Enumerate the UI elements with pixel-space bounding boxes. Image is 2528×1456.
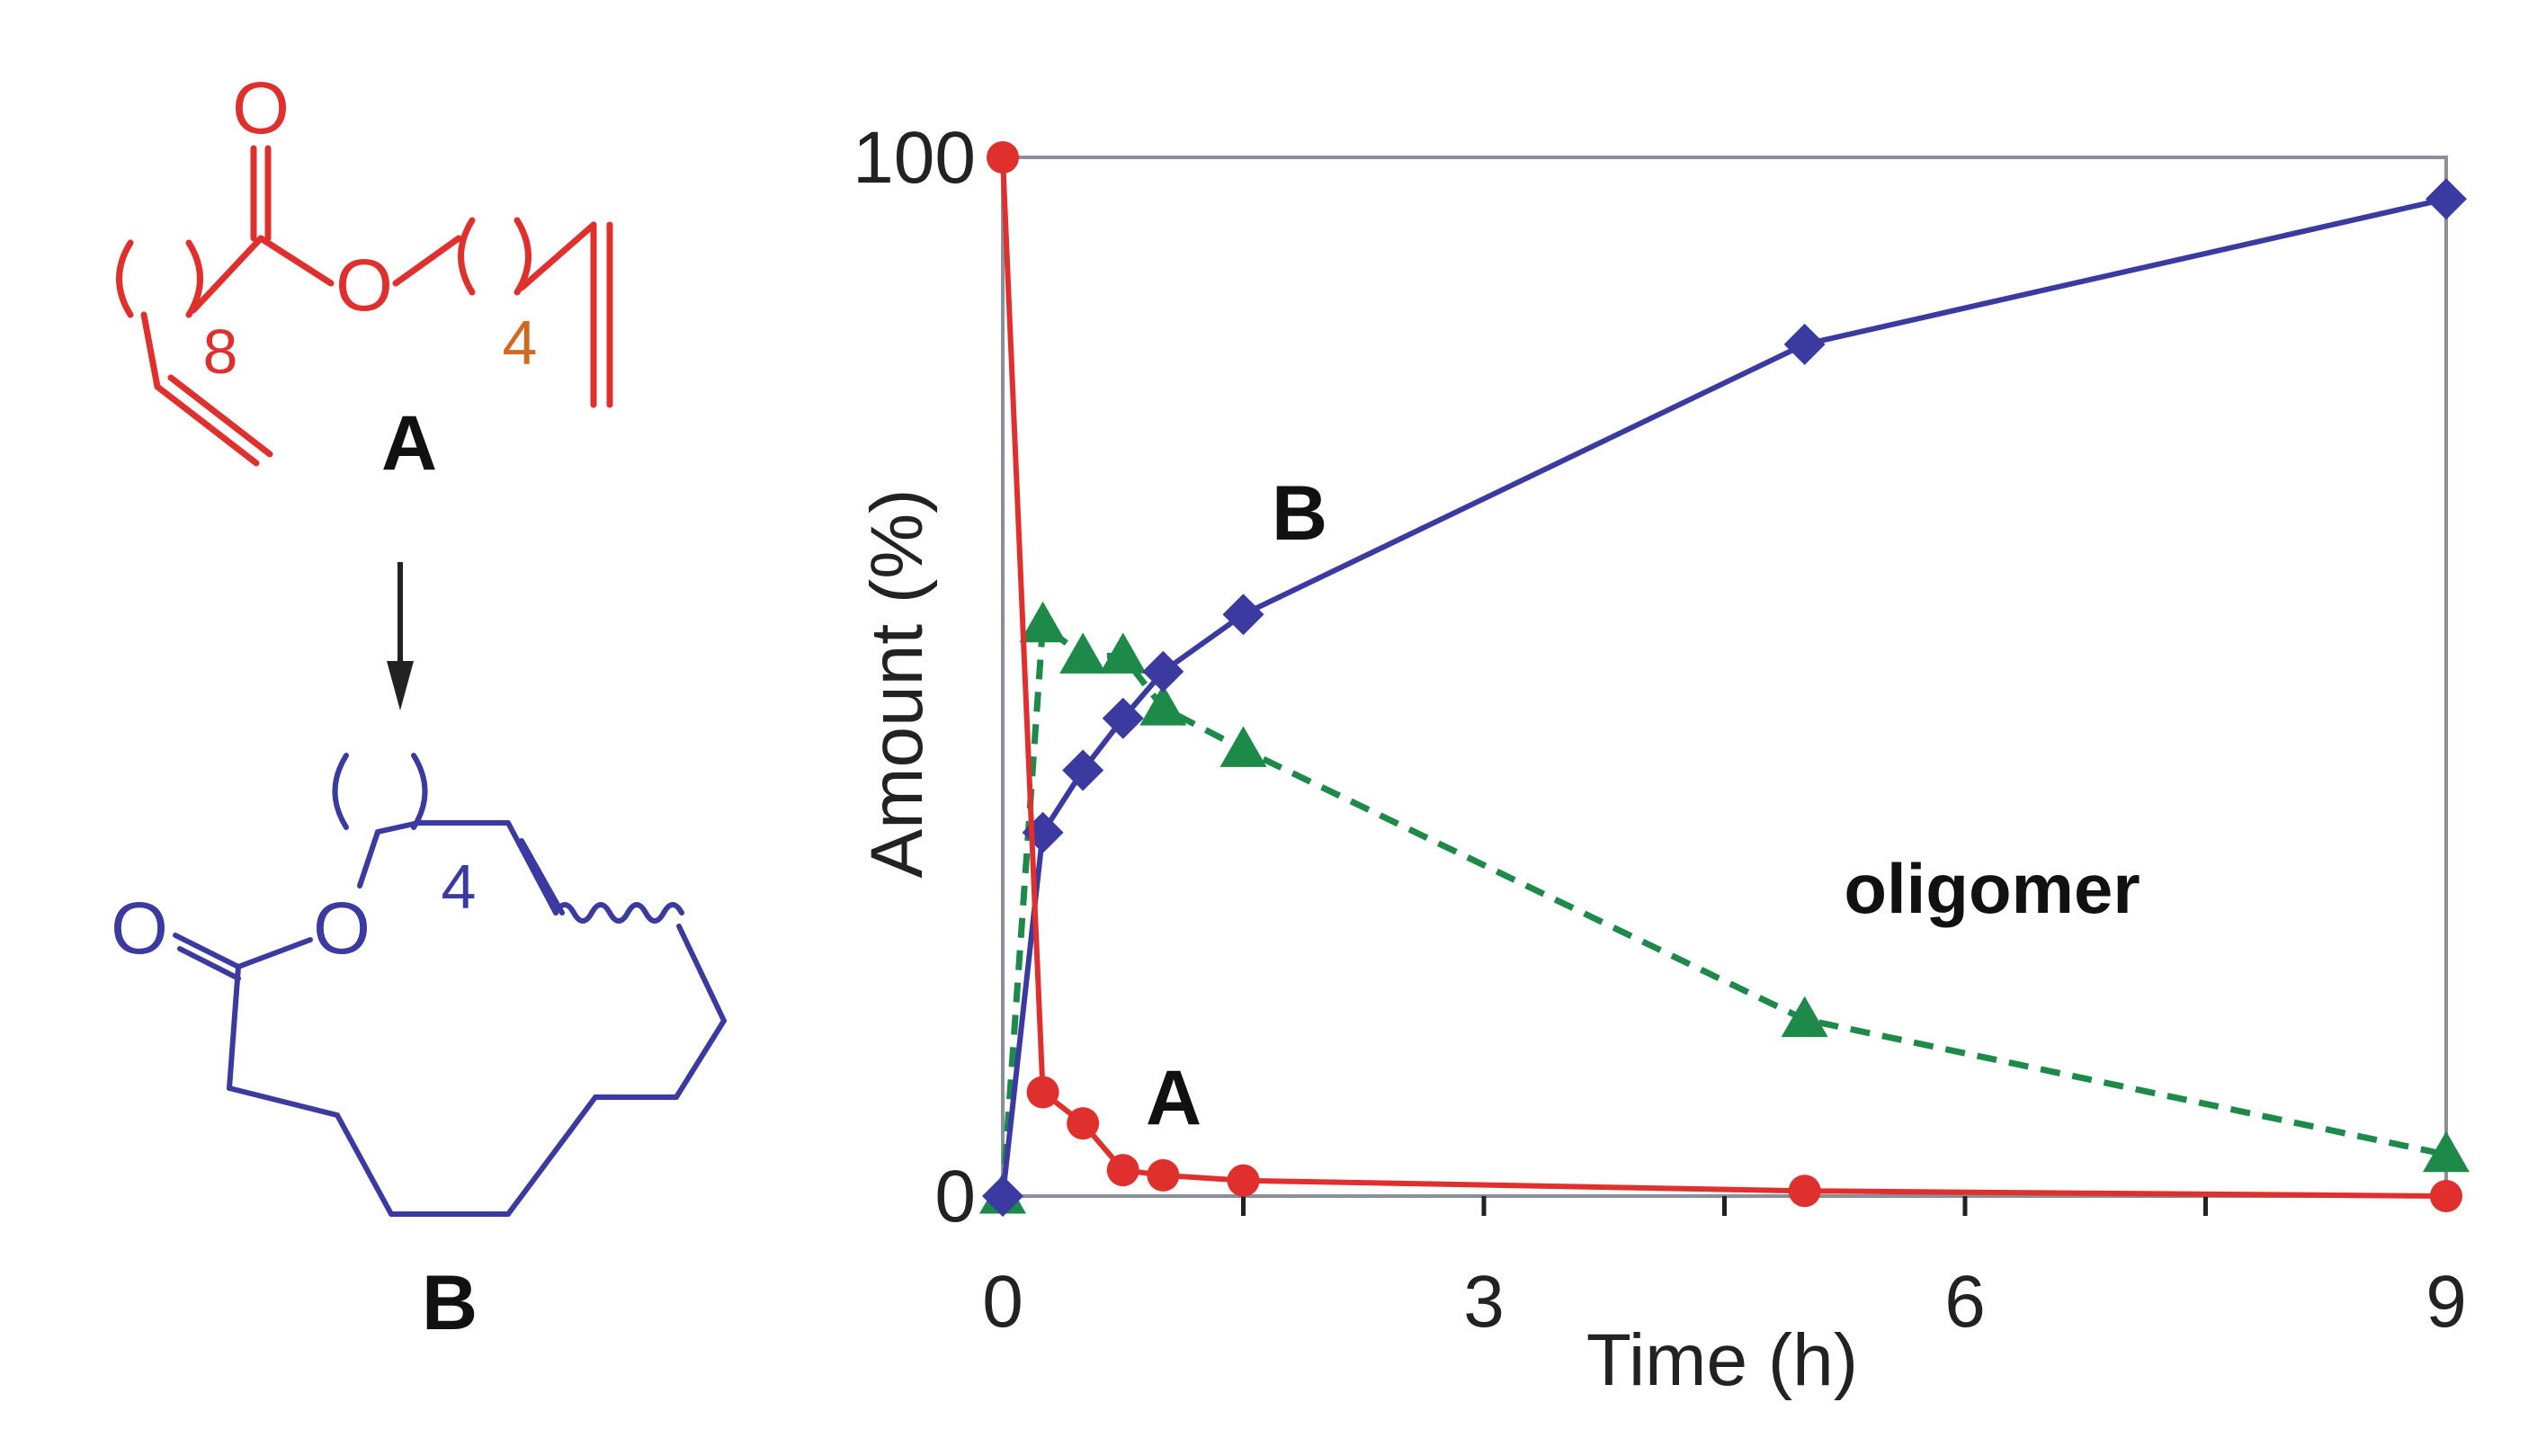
reaction-arrow <box>387 562 414 710</box>
data-point-b <box>1222 594 1264 636</box>
data-point-a <box>2430 1180 2462 1212</box>
data-point-oligomer <box>1059 632 1107 674</box>
x-tick-label: 0 <box>982 1261 1023 1343</box>
data-point-oligomer <box>1019 601 1067 643</box>
y-axis-label: Amount (%) <box>856 489 938 879</box>
data-point-b <box>2425 178 2467 220</box>
data-point-a <box>1227 1164 1260 1197</box>
y-tick-label: 0 <box>934 1156 976 1237</box>
data-point-b <box>1022 811 1064 853</box>
data-point-a <box>1147 1158 1180 1192</box>
series-a <box>987 141 2462 1212</box>
data-point-a <box>1788 1175 1821 1208</box>
compound-a-structure <box>116 145 613 467</box>
subscript-a-right: 4 <box>503 308 538 378</box>
series-oligomer <box>979 601 2470 1214</box>
series-label-a: A <box>1146 1055 1201 1141</box>
data-point-a <box>987 141 1019 174</box>
data-point-b <box>1783 323 1826 365</box>
x-axis-label: Time (h) <box>1586 1319 1858 1401</box>
series-b <box>982 178 2467 1217</box>
series-line-b <box>1000 196 2447 1197</box>
oxygen-label-a-ester: O <box>335 245 393 326</box>
series-label-oligomer: oligomer <box>1844 849 2139 928</box>
series-line-a <box>1000 156 2447 1199</box>
series-line-oligomer <box>999 621 2447 1197</box>
data-point-b <box>1142 650 1184 692</box>
x-tick-label: 6 <box>1944 1261 1986 1343</box>
y-tick-label: 100 <box>853 117 976 199</box>
data-point-a <box>1026 1076 1059 1109</box>
data-point-a <box>1067 1107 1100 1140</box>
compound-a-label: A <box>381 400 437 487</box>
y-axis-tick-labels: 0 100 <box>853 117 976 1237</box>
compound-b-label: B <box>422 1260 478 1346</box>
x-axis-tick-labels: 0 3 6 9 <box>982 1261 2467 1343</box>
data-point-oligomer <box>1139 684 1187 726</box>
series-label-b: B <box>1272 470 1327 557</box>
subscript-a-left: 8 <box>203 317 238 387</box>
x-axis-ticks <box>1241 1196 2208 1216</box>
x-tick-label: 3 <box>1463 1261 1505 1343</box>
data-point-b <box>982 1175 1023 1217</box>
data-point-b <box>1062 749 1104 791</box>
data-point-a <box>1106 1154 1139 1187</box>
compound-b-structure <box>173 753 727 1217</box>
series-layer <box>979 141 2470 1217</box>
oxygen-label-b-ester: O <box>313 888 371 969</box>
data-point-b <box>1102 697 1144 739</box>
data-point-oligomer <box>1781 996 1828 1038</box>
oxygen-label-b-carbonyl: O <box>111 888 168 969</box>
data-point-oligomer <box>1219 726 1267 767</box>
x-tick-label: 9 <box>2425 1261 2467 1343</box>
subscript-b: 4 <box>442 852 477 922</box>
oxygen-label-a-carbonyl: O <box>232 67 290 149</box>
plot-frame <box>1001 156 2448 1198</box>
data-point-oligomer <box>2423 1130 2470 1173</box>
reaction-scheme: O O 8 4 A O O 4 B <box>111 67 727 1346</box>
data-point-oligomer <box>1099 632 1147 674</box>
